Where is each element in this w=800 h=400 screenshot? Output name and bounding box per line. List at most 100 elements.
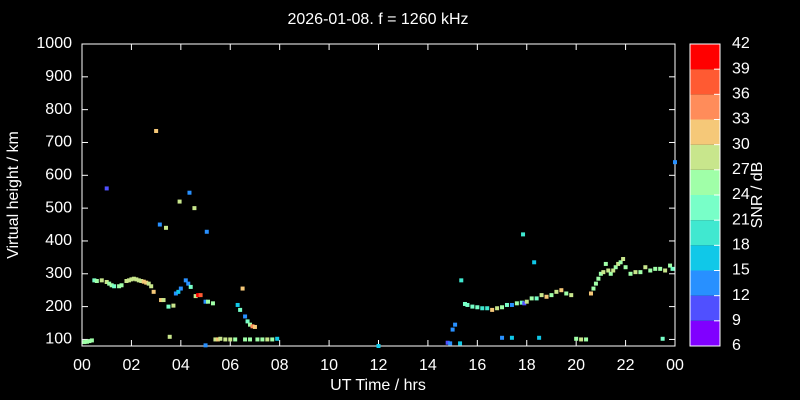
colorbar-tick-label: 15 bbox=[732, 262, 750, 279]
point bbox=[593, 281, 598, 286]
x-tick-label: 00 bbox=[73, 357, 91, 374]
point bbox=[82, 340, 87, 345]
point bbox=[475, 305, 480, 310]
colorbar-band bbox=[690, 320, 720, 346]
point bbox=[134, 277, 139, 282]
x-tick-label: 06 bbox=[221, 357, 239, 374]
colorbar-tick-label: 42 bbox=[732, 35, 750, 52]
point bbox=[188, 284, 193, 289]
colorbar-band bbox=[690, 94, 720, 120]
point bbox=[124, 279, 129, 284]
point bbox=[187, 190, 192, 195]
point bbox=[544, 294, 549, 299]
point bbox=[161, 298, 166, 303]
point bbox=[616, 261, 621, 266]
point bbox=[606, 268, 611, 273]
point bbox=[255, 337, 260, 342]
colorbar-tick-label: 18 bbox=[732, 237, 750, 254]
point bbox=[235, 302, 240, 307]
point bbox=[529, 296, 534, 301]
colorbar-band bbox=[690, 44, 720, 70]
x-tick-label: 16 bbox=[468, 357, 486, 374]
point bbox=[157, 222, 162, 227]
point bbox=[588, 291, 593, 296]
point bbox=[485, 306, 490, 311]
point bbox=[376, 344, 381, 348]
y-tick-label: 600 bbox=[45, 167, 72, 184]
y-tick-label: 200 bbox=[45, 298, 72, 315]
point bbox=[611, 268, 616, 273]
x-tick-label: 02 bbox=[123, 357, 141, 374]
point bbox=[218, 336, 223, 341]
point bbox=[509, 302, 514, 307]
point bbox=[228, 337, 233, 342]
point bbox=[178, 286, 183, 291]
point bbox=[248, 337, 253, 342]
point bbox=[559, 288, 564, 293]
y-tick-label: 800 bbox=[45, 101, 72, 118]
point bbox=[233, 337, 238, 342]
point bbox=[574, 336, 579, 341]
point bbox=[618, 260, 623, 265]
point bbox=[151, 289, 156, 294]
colorbar-band bbox=[690, 220, 720, 246]
point bbox=[500, 335, 505, 340]
y-tick-label: 1000 bbox=[36, 35, 72, 52]
point bbox=[203, 343, 208, 348]
y-tick-label: 900 bbox=[45, 68, 72, 85]
point bbox=[643, 265, 648, 270]
colorbar-band bbox=[690, 144, 720, 170]
point bbox=[579, 337, 584, 342]
point bbox=[458, 341, 463, 346]
point bbox=[119, 283, 124, 288]
colorbar-tick-label: 30 bbox=[732, 136, 750, 153]
x-tick-label: 10 bbox=[320, 357, 338, 374]
point bbox=[524, 299, 529, 304]
point bbox=[204, 229, 209, 234]
point bbox=[638, 270, 643, 275]
point bbox=[537, 335, 542, 340]
point bbox=[569, 293, 574, 298]
point bbox=[554, 289, 559, 294]
point bbox=[203, 299, 208, 304]
point bbox=[107, 281, 112, 286]
point bbox=[265, 337, 270, 342]
colorbar-band bbox=[690, 169, 720, 195]
point bbox=[139, 279, 144, 284]
point bbox=[104, 279, 109, 284]
point bbox=[670, 266, 675, 271]
point bbox=[129, 277, 134, 282]
colorbar-label: SNR / dB bbox=[749, 162, 766, 229]
point bbox=[159, 298, 164, 303]
point bbox=[480, 306, 485, 311]
colorbar-band bbox=[690, 245, 720, 271]
point bbox=[206, 299, 211, 304]
x-axis-label: UT Time / hrs bbox=[330, 377, 426, 394]
colorbar-tick-label: 12 bbox=[732, 287, 750, 304]
point bbox=[453, 322, 458, 327]
point bbox=[171, 303, 176, 308]
colorbar-band bbox=[690, 195, 720, 221]
point bbox=[459, 278, 464, 283]
point bbox=[445, 340, 450, 345]
y-tick-label: 100 bbox=[45, 331, 72, 348]
point bbox=[648, 268, 653, 273]
colorbar-tick-label: 33 bbox=[732, 111, 750, 128]
colorbar-tick-label: 36 bbox=[732, 86, 750, 103]
y-tick-label: 300 bbox=[45, 265, 72, 282]
point bbox=[668, 263, 673, 268]
colorbar-tick-label: 6 bbox=[732, 337, 741, 354]
colorbar-band bbox=[690, 69, 720, 95]
point bbox=[146, 281, 151, 286]
colorbar-tick-label: 9 bbox=[732, 312, 741, 329]
point bbox=[173, 291, 178, 296]
point bbox=[104, 186, 109, 191]
point bbox=[240, 286, 245, 291]
point bbox=[252, 324, 257, 329]
point bbox=[633, 270, 638, 275]
point bbox=[628, 271, 633, 276]
point bbox=[591, 286, 596, 291]
point bbox=[653, 266, 658, 271]
point bbox=[87, 339, 92, 344]
